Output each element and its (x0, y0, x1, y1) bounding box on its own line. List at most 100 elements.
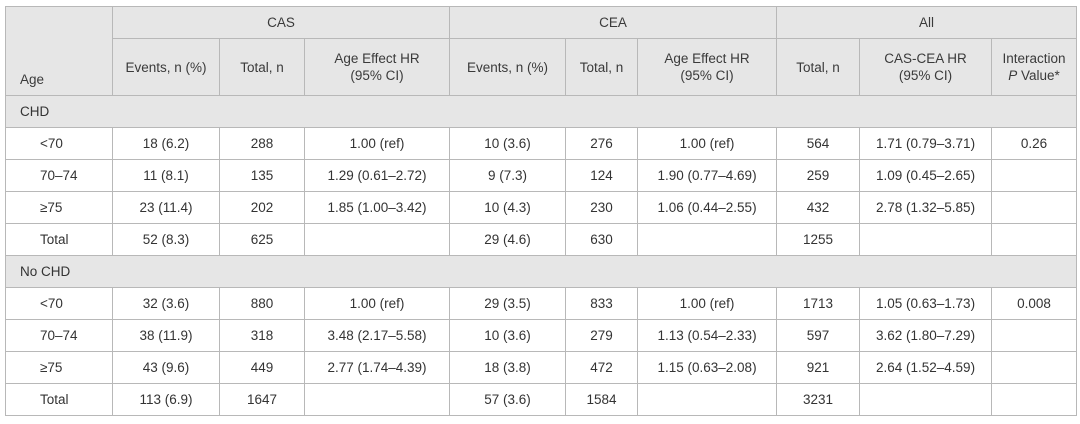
cea-total-cell: 630 (565, 223, 639, 256)
cas-hr-cell: 2.77 (1.74–4.39) (303, 351, 451, 384)
table-row: <70 32 (3.6) 880 1.00 (ref) 29 (3.5) 833 1.00 … (5, 287, 1078, 320)
cas-total-header: Total, n (219, 38, 305, 96)
age-cell: ≥75 (5, 351, 113, 384)
cea-hr-cell: 1.13 (0.54–2.33) (637, 319, 778, 352)
interaction-p-cell: 0.008 (991, 287, 1078, 320)
all-total-cell: 1255 (776, 223, 861, 256)
cas-events-cell: 43 (9.6) (112, 351, 220, 384)
table-row: <70 18 (6.2) 288 1.00 (ref) 10 (3.6) 276 1.00 … (5, 127, 1078, 160)
all-total-cell: 3231 (776, 383, 861, 416)
cas-hr-cell: 1.00 (ref) (303, 287, 451, 320)
table-row: Total 113 (6.9) 1647 57 (3.6) 1584 3231 (5, 383, 1078, 416)
cas-total-cell: 202 (219, 191, 305, 224)
table-header: Age CAS CEA All Events, n (%) Total, n A… (5, 6, 1078, 96)
all-hr-cell: 3.62 (1.80–7.29) (859, 319, 993, 352)
cea-hr-cell (637, 383, 778, 416)
cea-total-cell: 1584 (565, 383, 639, 416)
cea-total-header: Total, n (565, 38, 639, 96)
cas-total-cell: 880 (219, 287, 305, 320)
cas-hr-cell: 1.85 (1.00–3.42) (303, 191, 451, 224)
all-total-cell: 1713 (776, 287, 861, 320)
cea-events-cell: 10 (3.6) (449, 127, 567, 160)
cea-total-cell: 279 (565, 319, 639, 352)
all-total-cell: 259 (776, 159, 861, 192)
section-row: CHD (4, 95, 1078, 128)
table-body: CHD <70 18 (6.2) 288 1.00 (ref) 10 (3.6) 276 1.… (4, 95, 1078, 416)
table-row: Total 52 (8.3) 625 29 (4.6) 630 1255 (5, 223, 1078, 256)
section-label: CHD (4, 95, 1078, 128)
all-total-cell: 597 (776, 319, 861, 352)
cas-events-cell: 38 (11.9) (112, 319, 220, 352)
table-row: 70–74 11 (8.1) 135 1.29 (0.61–2.72) 9 (7.3) 1… (5, 159, 1078, 192)
all-total-header: Total, n (776, 38, 861, 96)
age-cell: ≥75 (5, 191, 113, 224)
age-cell: Total (5, 223, 113, 256)
all-hr-cell (859, 383, 993, 416)
interaction-p-cell: 0.26 (991, 127, 1078, 160)
cea-events-cell: 29 (3.5) (449, 287, 567, 320)
all-hr-cell: 1.09 (0.45–2.65) (859, 159, 993, 192)
cas-hr-cell: 3.48 (2.17–5.58) (303, 319, 451, 352)
table-container: Age CAS CEA All Events, n (%) Total, n A… (4, 6, 1078, 416)
all-group-header: All (776, 6, 1078, 39)
cas-events-cell: 52 (8.3) (112, 223, 220, 256)
age-column-header: Age (5, 6, 113, 96)
age-cell: 70–74 (5, 159, 113, 192)
all-hr-cell: 2.78 (1.32–5.85) (859, 191, 993, 224)
all-hr-header: CAS-CEA HR (95% CI) (859, 38, 993, 96)
interaction-p-cell (991, 159, 1078, 192)
cea-hr-header: Age Effect HR (95% CI) (637, 38, 778, 96)
cea-events-cell: 10 (3.6) (449, 319, 567, 352)
age-cell: <70 (5, 287, 113, 320)
interaction-header: Interaction P Value* (991, 38, 1078, 96)
group-header-row: Age CAS CEA All (5, 6, 1078, 96)
table-row: ≥75 23 (11.4) 202 1.85 (1.00–3.42) 10 (4.3) 2… (5, 191, 1078, 224)
cas-hr-header: Age Effect HR (95% CI) (303, 38, 451, 96)
cas-events-cell: 18 (6.2) (112, 127, 220, 160)
all-total-cell: 564 (776, 127, 861, 160)
cea-events-cell: 57 (3.6) (449, 383, 567, 416)
cea-events-cell: 10 (4.3) (449, 191, 567, 224)
cea-hr-cell (637, 223, 778, 256)
cea-total-cell: 230 (565, 191, 639, 224)
all-hr-cell (859, 223, 993, 256)
cas-total-cell: 449 (219, 351, 305, 384)
section-row: No CHD (4, 255, 1078, 288)
age-cell: <70 (5, 127, 113, 160)
all-hr-cell: 2.64 (1.52–4.59) (859, 351, 993, 384)
cas-events-cell: 23 (11.4) (112, 191, 220, 224)
cea-hr-cell: 1.00 (ref) (637, 287, 778, 320)
cea-group-header: CEA (449, 6, 778, 39)
section-label: No CHD (4, 255, 1078, 288)
cas-events-cell: 11 (8.1) (112, 159, 220, 192)
cas-hr-cell: 1.29 (0.61–2.72) (303, 159, 451, 192)
age-cell: 70–74 (5, 319, 113, 352)
cea-total-cell: 124 (565, 159, 639, 192)
cea-total-cell: 833 (565, 287, 639, 320)
all-hr-cell: 1.71 (0.79–3.71) (859, 127, 993, 160)
cea-hr-cell: 1.00 (ref) (637, 127, 778, 160)
results-table: Age CAS CEA All Events, n (%) Total, n A… (4, 6, 1078, 416)
cas-events-header: Events, n (%) (112, 38, 220, 96)
table-row: ≥75 43 (9.6) 449 2.77 (1.74–4.39) 18 (3.8) 47… (5, 351, 1078, 384)
table-row: 70–74 38 (11.9) 318 3.48 (2.17–5.58) 10 (3.6… (5, 319, 1078, 352)
cea-events-header: Events, n (%) (449, 38, 567, 96)
cea-total-cell: 472 (565, 351, 639, 384)
cas-total-cell: 135 (219, 159, 305, 192)
cas-group-header: CAS (111, 6, 451, 39)
age-cell: Total (5, 383, 113, 416)
cea-events-cell: 18 (3.8) (449, 351, 567, 384)
cea-hr-cell: 1.15 (0.63–2.08) (637, 351, 778, 384)
all-total-cell: 432 (776, 191, 861, 224)
interaction-p-cell (991, 383, 1078, 416)
cea-events-cell: 9 (7.3) (449, 159, 567, 192)
cea-events-cell: 29 (4.6) (449, 223, 567, 256)
cea-total-cell: 276 (565, 127, 639, 160)
cas-total-cell: 318 (219, 319, 305, 352)
cas-total-cell: 1647 (219, 383, 305, 416)
cea-hr-cell: 1.90 (0.77–4.69) (637, 159, 778, 192)
cas-events-cell: 32 (3.6) (112, 287, 220, 320)
cea-hr-cell: 1.06 (0.44–2.55) (637, 191, 778, 224)
interaction-p-cell (991, 319, 1078, 352)
interaction-p-cell (991, 351, 1078, 384)
